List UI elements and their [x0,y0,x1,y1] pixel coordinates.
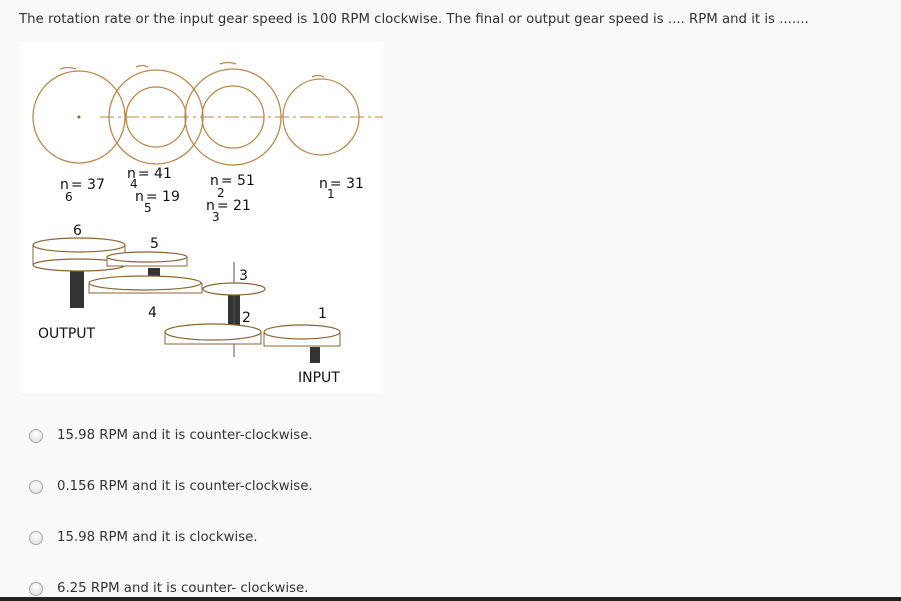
gear-train-diagram: n = 37 6 n = 41 4 n = 19 5 n = 51 2 n = 21 3 … [20,42,383,393]
label-n2: n = 51 [210,173,255,189]
rotation-arrow-icon [311,74,325,78]
output-label: OUTPUT [38,326,96,342]
option-label: 15.98 RPM and it is clockwise. [57,530,258,545]
answer-option-3[interactable]: 15.98 RPM and it is clockwise. [29,530,258,545]
label-n3: n = 21 [206,198,251,214]
radio-button[interactable] [29,428,43,443]
answer-option-4[interactable]: 6.25 RPM and it is counter- clockwise. [29,581,308,596]
gear-number-6: 6 [73,223,82,239]
gear-number-3: 3 [239,268,248,284]
gear-top-view [32,61,383,166]
gear-5-circle [125,86,187,148]
gear-tooth-labels: n = 37 6 n = 41 4 n = 19 5 n = 51 2 n = 21 3 … [60,166,364,224]
option-label: 15.98 RPM and it is counter-clockwise. [57,428,313,443]
label-n4-sub: 4 [130,177,138,191]
gear-number-4: 4 [148,305,157,321]
gear-side-view [32,237,341,363]
gear-number-2: 2 [242,310,251,326]
gear-1-circle [282,78,360,156]
gear-number-labels: 6 5 4 3 2 1 OUTPUT INPUT [38,223,340,386]
label-n6-sub: 6 [65,190,73,204]
radio-button[interactable] [29,530,43,545]
label-n1-sub: 1 [327,187,335,201]
answer-option-1[interactable]: 15.98 RPM and it is counter-clockwise. [29,428,313,443]
label-n1: n = 31 [319,176,364,192]
rotation-arrow-icon [135,64,149,68]
label-n6: n = 37 [60,177,105,193]
label-n3-sub: 3 [212,210,220,224]
label-n5: n = 19 [135,189,180,205]
bottom-edge-bar [0,597,901,601]
radio-button[interactable] [29,581,43,596]
rotation-arrow-icon [59,66,77,70]
gear-2-circle [184,68,282,166]
radio-button[interactable] [29,479,43,494]
gear-4-circle [108,69,204,165]
option-label: 0.156 RPM and it is counter-clockwise. [57,479,313,494]
gear-number-1: 1 [318,306,327,322]
label-n4: n = 41 [127,166,172,182]
label-n5-sub: 5 [144,201,152,215]
option-label: 6.25 RPM and it is counter- clockwise. [57,581,309,596]
question-text: The rotation rate or the input gear spee… [19,12,809,27]
gear-number-5: 5 [150,236,159,252]
input-label: INPUT [298,370,340,386]
label-n2-sub: 2 [217,186,225,200]
answer-option-2[interactable]: 0.156 RPM and it is counter-clockwise. [29,479,313,494]
gear-6-circle [32,70,126,164]
rotation-arrow-icon [219,61,237,65]
gear-3-circle [201,85,265,149]
